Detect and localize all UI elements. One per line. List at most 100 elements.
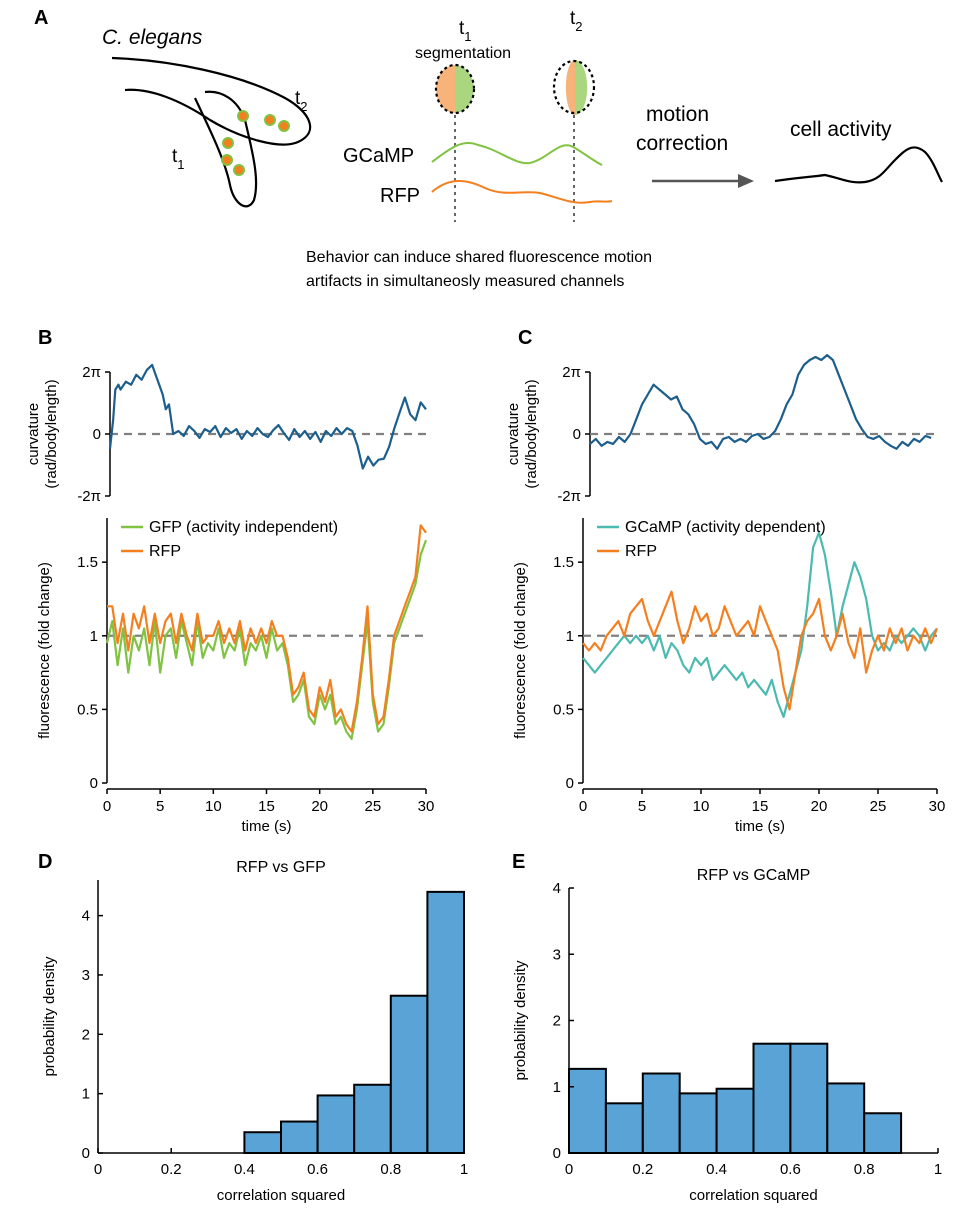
caption-line-1: Behavior can induce shared fluorescence … (306, 249, 652, 266)
x-tick-label: 0.2 (161, 1161, 182, 1178)
series-line-gfp (105, 539, 428, 740)
series-line-gcamp (582, 531, 938, 718)
panel-letter-e: E (512, 851, 525, 873)
cell-activity-label: cell activity (790, 118, 892, 141)
x-tick-label: 25 (364, 798, 381, 815)
series-line-rfp (107, 524, 427, 733)
panel-letter-a: A (34, 7, 48, 29)
c-curvature-plot: 2π 0 -2π curvature (rad/bodylength) (505, 354, 937, 505)
legend-entry: GCaMP (activity dependent) (625, 519, 826, 536)
histogram-bar (678, 1092, 718, 1154)
y-axis-label: fluorescence (fold change) (512, 562, 529, 739)
x-tick-label: 0.8 (380, 1161, 401, 1178)
worm-t1-outline (194, 90, 258, 208)
y-axis-label: fluorescence (fold change) (36, 562, 53, 739)
y-tick-label: 0 (553, 1145, 561, 1162)
panel-letter-b: B (38, 327, 52, 349)
x-tick-label: 10 (693, 798, 710, 815)
seg-t2-label: t2 (570, 8, 583, 34)
y-tick-label: 1 (553, 1079, 561, 1096)
x-tick-label: 15 (752, 798, 769, 815)
x-tick-label: 1 (460, 1161, 468, 1178)
x-tick-label: 0.2 (632, 1161, 653, 1178)
histogram-bar (863, 1112, 903, 1154)
legend-entry: RFP (149, 543, 181, 560)
x-tick-label: 20 (311, 798, 328, 815)
x-tick-label: 0 (579, 798, 587, 815)
y-tick-label: -2π (557, 488, 581, 505)
x-tick-label: 0.6 (780, 1161, 801, 1178)
legend-entry: GFP (activity independent) (149, 519, 338, 536)
y-tick-label: 0.5 (553, 701, 574, 718)
y-tick-label: 3 (82, 967, 90, 984)
y-tick-label: 1 (566, 628, 574, 645)
chart-title: RFP vs GFP (236, 859, 326, 876)
panel-c: C 2π 0 -2π curvature (rad/bodylength) 0 0.5 1 1… (505, 327, 945, 835)
series-line-rfp (582, 590, 939, 711)
y-tick-label: 2π (82, 364, 101, 381)
panel-a-schematic: A C. elegans t2 t1 t1 segmentation t2 (34, 7, 943, 290)
x-tick-label: 0 (94, 1161, 102, 1178)
cell-t2 (552, 59, 596, 115)
y-tick-label: -2π (77, 488, 101, 505)
histogram-bar (426, 890, 465, 1154)
y-tick-label: 0 (90, 775, 98, 792)
x-tick-label: 20 (811, 798, 828, 815)
motion-label: motion (646, 103, 709, 126)
x-tick-label: 5 (156, 798, 164, 815)
y-axis-label-line-1: curvature (505, 403, 522, 466)
y-tick-label: 0 (82, 1145, 90, 1162)
histogram-bar (243, 1131, 282, 1155)
x-tick-label: 30 (929, 798, 946, 815)
y-tick-label: 0.5 (77, 701, 98, 718)
x-tick-label: 10 (205, 798, 222, 815)
chart-title: RFP vs GCaMP (697, 867, 811, 884)
y-tick-label: 1.5 (77, 554, 98, 571)
y-axis-label: probability density (41, 956, 58, 1077)
x-tick-label: 30 (418, 798, 435, 815)
seg-t1-label: t1 (459, 18, 472, 44)
histogram-bar (789, 1042, 829, 1154)
correction-label: correction (636, 132, 728, 155)
organism-label: C. elegans (102, 26, 203, 49)
x-tick-label: 1 (934, 1161, 942, 1178)
series-line-curvature (108, 363, 427, 470)
histogram-bar (641, 1072, 681, 1154)
legend-entry: RFP (625, 543, 657, 560)
y-tick-label: 0 (566, 775, 574, 792)
y-tick-label: 2π (562, 364, 581, 381)
c-fluorescence-plot: 0 0.5 1 1.5 0 5 10 15 20 25 30 time (s) fluorescence… (512, 518, 945, 835)
worm-t2-label: t2 (295, 88, 308, 114)
y-axis-label-line-2: (rad/bodylength) (523, 379, 540, 488)
panel-d: D RFP vs GFP 0 1 2 3 4 0 0.2 0.4 0.6 0.8 1 correlati… (38, 851, 468, 1204)
arrow-icon (738, 174, 754, 188)
d-histogram: RFP vs GFP 0 1 2 3 4 0 0.2 0.4 0.6 0.8 1 correlation… (41, 859, 468, 1204)
y-axis-label: probability density (512, 960, 529, 1081)
cell-activity-trace (774, 146, 943, 184)
panel-letter-d: D (38, 851, 52, 873)
e-histogram: RFP vs GCaMP 0 1 2 3 4 0 0.2 0.4 0.6 0.8 1 correlati… (512, 867, 942, 1204)
histogram-bar (715, 1087, 755, 1155)
x-tick-label: 15 (258, 798, 275, 815)
worm-t2-outline (111, 56, 312, 146)
x-tick-label: 0.8 (854, 1161, 875, 1178)
y-tick-label: 3 (553, 946, 561, 963)
y-tick-label: 4 (553, 880, 561, 897)
y-axis-label-line-1: curvature (25, 403, 42, 466)
x-tick-label: 0 (103, 798, 111, 815)
x-tick-label: 25 (870, 798, 887, 815)
gcamp-trace (431, 142, 603, 166)
panel-letter-c: C (518, 327, 532, 349)
y-tick-label: 0 (93, 426, 101, 443)
y-axis-label-line-2: (rad/bodylength) (43, 379, 60, 488)
panel-b: B 2π 0 -2π curvature (rad/bodylength) 0 0.5 1 1… (25, 327, 434, 835)
rfp-label: RFP (380, 185, 420, 207)
histogram-bar (389, 994, 429, 1155)
y-tick-label: 2 (553, 1013, 561, 1030)
x-tick-label: 0.4 (706, 1161, 727, 1178)
y-tick-label: 4 (82, 908, 90, 925)
gcamp-label: GCaMP (343, 145, 414, 167)
y-tick-label: 0 (573, 426, 581, 443)
b-curvature-plot: 2π 0 -2π curvature (rad/bodylength) (25, 363, 427, 505)
